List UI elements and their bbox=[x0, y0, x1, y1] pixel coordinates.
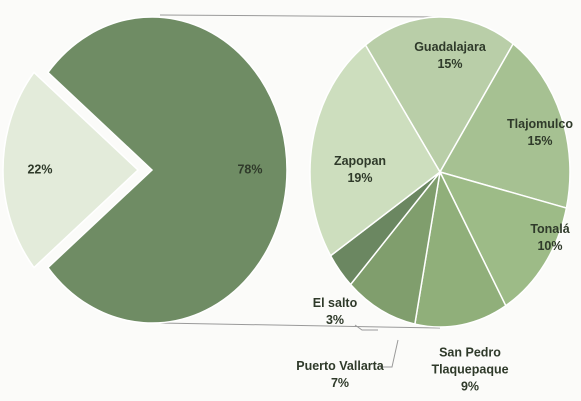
data-label: Zapopan 19% bbox=[334, 153, 386, 187]
data-label: 78% bbox=[237, 162, 262, 179]
data-label: Tlajomulco 15% bbox=[507, 116, 573, 150]
label-text: 3% bbox=[325, 313, 345, 327]
pie-slice bbox=[438, 170, 568, 307]
label-text: 15% bbox=[437, 57, 463, 71]
label-text: 10% bbox=[537, 239, 563, 253]
label-text: Zapopan bbox=[333, 154, 387, 168]
leader-line bbox=[380, 339, 399, 368]
label-text: Guadalajara bbox=[414, 40, 486, 54]
label-text: Puerto Vallarta bbox=[296, 359, 384, 373]
label-text: El salto bbox=[312, 296, 358, 310]
data-label: San Pedro Tlaquepaque 9% bbox=[410, 345, 530, 396]
pie-slice bbox=[364, 16, 515, 174]
label-text: 7% bbox=[330, 376, 350, 390]
connector-line bbox=[159, 14, 441, 18]
label-text: 19% bbox=[347, 171, 373, 185]
label-text: 78% bbox=[237, 162, 263, 177]
data-label: Guadalajara 15% bbox=[414, 39, 486, 73]
pie-slice bbox=[46, 16, 288, 324]
pie-slice bbox=[438, 42, 571, 210]
leader-line bbox=[354, 324, 378, 331]
data-label: Tonalá 10% bbox=[530, 221, 569, 255]
pie-slice bbox=[413, 169, 507, 328]
pie-slice bbox=[349, 169, 442, 325]
pie-slice bbox=[2, 71, 140, 269]
label-text: 22% bbox=[27, 162, 53, 177]
label-text: Tonalá bbox=[530, 222, 570, 236]
data-label: El salto 3% bbox=[313, 295, 357, 329]
data-label: Puerto Vallarta 7% bbox=[296, 358, 384, 392]
label-text: 9% bbox=[460, 379, 480, 394]
pie-slice bbox=[309, 43, 441, 257]
connector-line bbox=[159, 322, 441, 329]
data-label: 22% bbox=[27, 162, 52, 179]
label-text: Tlajomulco bbox=[507, 117, 573, 131]
label-text: 15% bbox=[527, 134, 553, 148]
label-text: San Pedro Tlaquepaque bbox=[431, 345, 509, 377]
